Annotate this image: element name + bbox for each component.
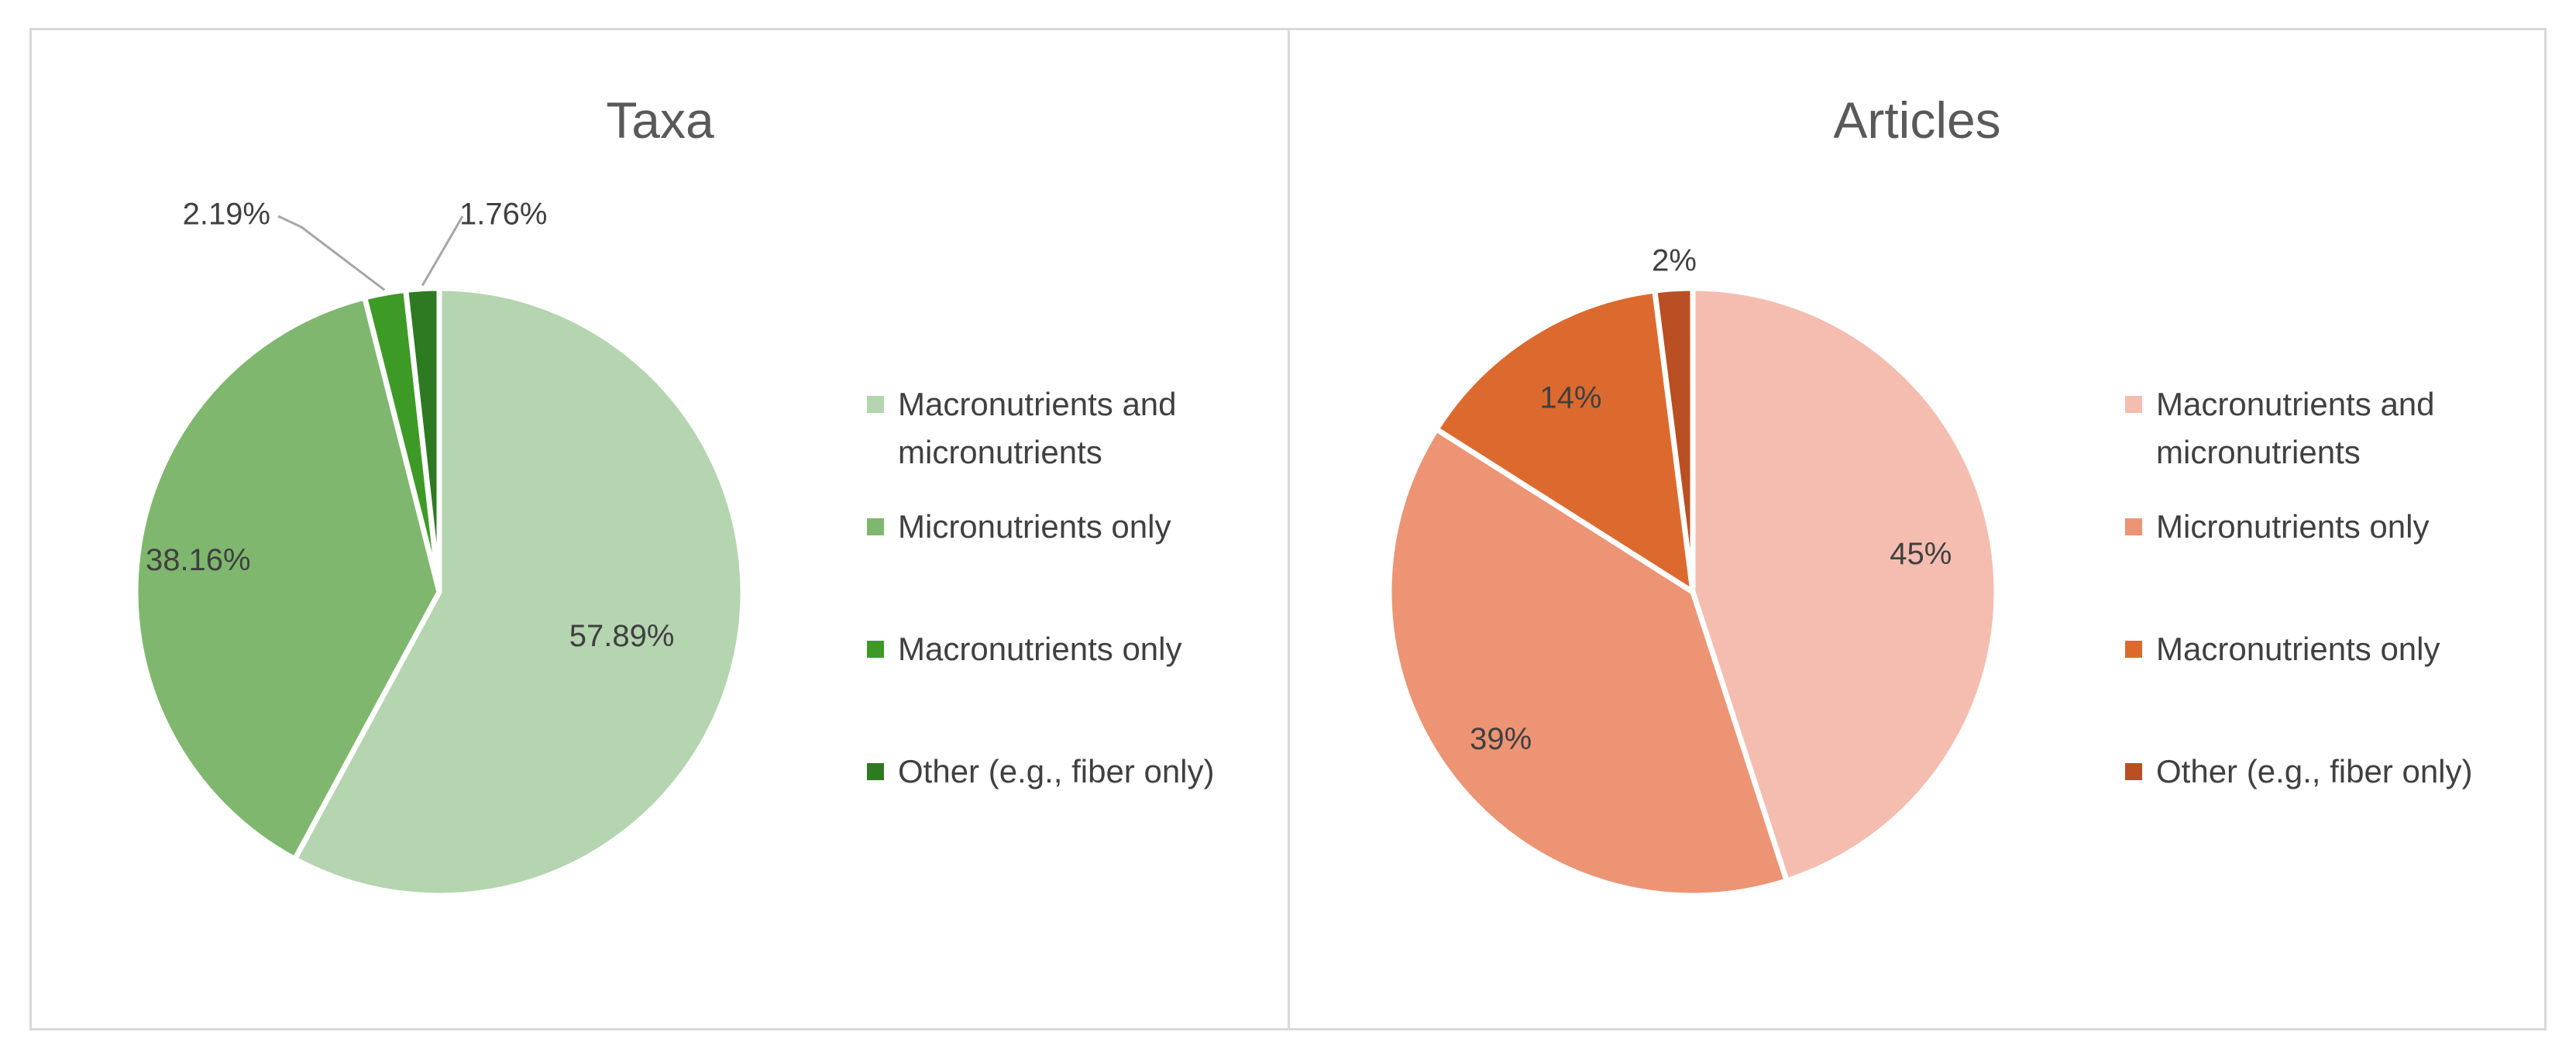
legend-label: Macronutrients and micronutrients	[2156, 386, 2435, 470]
pie-slice	[132, 294, 442, 862]
legend-label: Micronutrients only	[2156, 508, 2430, 545]
legend-item: Other (e.g., fiber only)	[867, 748, 1301, 796]
legend-label: Other (e.g., fiber only)	[898, 753, 1215, 789]
pie-slice	[1386, 426, 1790, 899]
legend-swatch	[2125, 641, 2142, 658]
slice-label: 38.16%	[146, 543, 251, 577]
legend-item: Macronutrients only	[2125, 625, 2559, 673]
taxa-pie-chart: 57.89% 38.16% 2.19% 1.76%	[132, 198, 746, 899]
articles-chart-panel: Articles 45% 39% 14% 2% Macronutrients and …	[1288, 28, 2547, 1030]
legend-label: Macronutrients only	[2156, 631, 2440, 667]
legend-swatch	[2125, 396, 2142, 413]
leader-line	[421, 215, 464, 287]
articles-pie-chart: 45% 39% 14% 2%	[1386, 244, 2000, 899]
slice-label: 45%	[1890, 537, 1952, 571]
legend-swatch	[2125, 763, 2142, 780]
chart-title: Articles	[1833, 91, 2001, 149]
legend-swatch	[867, 763, 884, 780]
legend-swatch	[867, 518, 884, 535]
legend-label: Micronutrients only	[898, 508, 1171, 545]
slice-label: 2.19%	[183, 198, 270, 232]
leader-line	[277, 215, 386, 291]
pie-slice	[1433, 287, 1696, 595]
slice-label: 14%	[1539, 380, 1601, 414]
chart-title: Taxa	[606, 91, 714, 149]
legend-item: Micronutrients only	[867, 503, 1301, 551]
legend-label: Macronutrients only	[898, 631, 1182, 667]
legend-item: Macronutrients and micronutrients	[867, 380, 1301, 476]
pie-slice	[403, 285, 442, 595]
slice-label: 57.89%	[569, 619, 675, 653]
pie-slice	[1652, 285, 1696, 595]
legend-swatch	[867, 641, 884, 658]
legend-item: Other (e.g., fiber only)	[2125, 748, 2559, 796]
taxa-chart-panel: Taxa 57.89% 38.16% 2.19% 1.76% Macronutrien…	[29, 28, 1291, 1030]
legend-item: Micronutrients only	[2125, 503, 2559, 551]
legend-swatch	[867, 396, 884, 413]
slice-label: 39%	[1470, 722, 1532, 756]
legend-item: Macronutrients only	[867, 625, 1301, 673]
legend-label: Macronutrients and micronutrients	[898, 386, 1177, 470]
pie-slice	[1690, 285, 2000, 884]
legend-swatch	[2125, 518, 2142, 535]
slice-label: 1.76%	[459, 198, 547, 232]
legend-item: Macronutrients and micronutrients	[2125, 380, 2559, 476]
pie-slice	[292, 285, 746, 899]
legend-label: Other (e.g., fiber only)	[2156, 753, 2473, 789]
slice-label: 2%	[1652, 244, 1697, 278]
